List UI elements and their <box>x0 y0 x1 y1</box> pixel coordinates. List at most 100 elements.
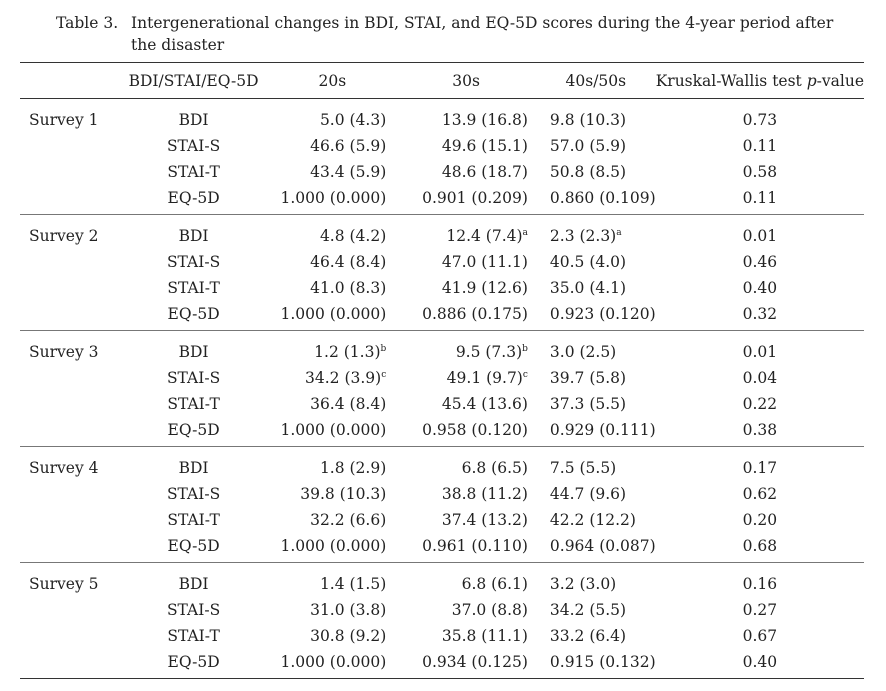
cell-30s: 0.901 (0.209) <box>396 185 536 215</box>
survey-name-empty <box>20 133 119 159</box>
cell-20s: 36.4 (8.4) <box>268 391 396 417</box>
cell-40s-50s: 40.5 (4.0) <box>536 249 656 275</box>
measure-cell: STAI-S <box>166 369 221 387</box>
header-measure: BDI/STAI/EQ-5D <box>118 62 269 99</box>
cell-30s: 41.9 (12.6) <box>396 275 536 301</box>
table-row: STAI-T 36.4 (8.4) 45.4 (13.6) 37.3 (5.5) 0.2… <box>20 391 864 417</box>
superscript-40s-50s: a <box>616 228 622 238</box>
p-value-cell: 0.01 <box>742 343 778 361</box>
survey-name-empty <box>20 507 119 533</box>
cell-20s: 1.000 (0.000) <box>268 649 397 679</box>
value-30s: 48.6 (18.7) <box>441 163 528 181</box>
survey-name-empty <box>20 159 119 185</box>
cell-40s-50s: 9.8 (10.3) <box>536 99 656 134</box>
p-value-cell: 0.11 <box>742 137 778 155</box>
measure-cell: STAI-T <box>167 511 220 529</box>
table-row: Survey 5 BDI 1.4 (1.5) 6.8 (6.1) 3.2 (3.0) 0.… <box>20 563 864 598</box>
value-20s: 1.000 (0.000) <box>280 189 387 207</box>
cell-30s: 49.1 (9.7)c <box>396 365 536 391</box>
cell-30s: 47.0 (11.1) <box>396 249 536 275</box>
measure-cell: BDI <box>178 227 209 245</box>
cell-40s-50s: 2.3 (2.3)a <box>536 215 656 250</box>
cell-20s: 30.8 (9.2) <box>268 623 396 649</box>
table-row: STAI-T 41.0 (8.3) 41.9 (12.6) 35.0 (4.1) 0.4… <box>20 275 864 301</box>
value-30s: 49.6 (15.1) <box>441 137 528 155</box>
value-30s: 6.8 (6.1) <box>461 575 528 593</box>
header-30s: 30s <box>396 62 536 99</box>
header-kw-p: p <box>806 71 817 90</box>
cell-40s-50s: 57.0 (5.9) <box>536 133 656 159</box>
cell-30s: 48.6 (18.7) <box>396 159 536 185</box>
value-40s-50s: 7.5 (5.5) <box>549 459 617 477</box>
p-value-cell: 0.68 <box>655 533 864 563</box>
p-value-cell: 0.01 <box>742 227 778 245</box>
measure-cell: BDI <box>178 111 209 129</box>
measure-cell: BDI <box>178 575 209 593</box>
value-20s: 46.6 (5.9) <box>310 137 387 155</box>
value-30s: 9.5 (7.3) <box>455 343 523 361</box>
cell-30s: 0.934 (0.125) <box>396 649 536 679</box>
p-value-cell: 0.62 <box>742 485 778 503</box>
cell-20s: 34.2 (3.9)c <box>268 365 396 391</box>
cell-30s: 6.8 (6.5) <box>396 447 536 482</box>
header-20s: 20s <box>268 62 397 99</box>
table-row: STAI-T 32.2 (6.6) 37.4 (13.2) 42.2 (12.2) 0.… <box>20 507 864 533</box>
measure-cell: STAI-S <box>166 137 221 155</box>
table-row: STAI-S 39.8 (10.3) 38.8 (11.2) 44.7 (9.6) 0.… <box>20 481 864 507</box>
p-value-cell: 0.32 <box>655 301 864 331</box>
value-30s: 12.4 (7.4) <box>446 227 523 245</box>
value-40s-50s: 0.923 (0.120) <box>549 305 656 323</box>
measure-cell: STAI-T <box>167 627 220 645</box>
measure-cell: EQ-5D <box>118 417 269 447</box>
survey-name-empty <box>20 365 119 391</box>
value-20s: 4.8 (4.2) <box>319 227 387 245</box>
table-row: EQ-5D 1.000 (0.000) 0.901 (0.209) 0.860 (0.… <box>20 185 864 215</box>
value-20s: 30.8 (9.2) <box>310 627 387 645</box>
table-row: STAI-S 31.0 (3.8) 37.0 (8.8) 34.2 (5.5) 0.27 <box>20 597 864 623</box>
cell-40s-50s: 3.0 (2.5) <box>536 331 656 366</box>
cell-40s-50s: 35.0 (4.1) <box>536 275 656 301</box>
cell-40s-50s: 50.8 (8.5) <box>536 159 656 185</box>
value-30s: 47.0 (11.1) <box>441 253 528 271</box>
survey-name-empty <box>20 597 119 623</box>
cell-20s: 1.2 (1.3)b <box>268 331 396 366</box>
table-label: Table 3. <box>56 14 119 32</box>
survey-name-empty <box>20 249 119 275</box>
survey-group: Survey 1 BDI 5.0 (4.3) 13.9 (16.8) 9.8 (10.3… <box>20 99 864 215</box>
value-40s-50s: 40.5 (4.0) <box>549 253 627 271</box>
cell-20s: 4.8 (4.2) <box>268 215 396 250</box>
survey-name-empty <box>20 301 119 331</box>
value-30s: 41.9 (12.6) <box>441 279 528 297</box>
cell-30s: 12.4 (7.4)a <box>396 215 536 250</box>
cell-30s: 37.0 (8.8) <box>396 597 536 623</box>
p-value-cell: 0.22 <box>742 395 778 413</box>
measure-cell: EQ-5D <box>118 649 269 679</box>
value-40s-50s: 37.3 (5.5) <box>549 395 627 413</box>
table-row: Survey 4 BDI 1.8 (2.9) 6.8 (6.5) 7.5 (5.5) 0.… <box>20 447 864 482</box>
value-40s-50s: 0.860 (0.109) <box>549 189 656 207</box>
p-value-cell: 0.04 <box>742 369 778 387</box>
value-30s: 45.4 (13.6) <box>441 395 528 413</box>
cell-30s: 13.9 (16.8) <box>396 99 536 134</box>
cell-40s-50s: 3.2 (3.0) <box>536 563 656 598</box>
survey-name-empty <box>20 391 119 417</box>
survey-name-empty <box>20 185 119 215</box>
survey-name-empty <box>20 481 119 507</box>
survey-name: Survey 5 <box>29 575 99 593</box>
value-30s: 37.4 (13.2) <box>441 511 528 529</box>
cell-30s: 35.8 (11.1) <box>396 623 536 649</box>
table-row: EQ-5D 1.000 (0.000) 0.886 (0.175) 0.923 (0.… <box>20 301 864 331</box>
cell-20s: 46.4 (8.4) <box>268 249 396 275</box>
value-20s: 46.4 (8.4) <box>310 253 387 271</box>
cell-20s: 1.4 (1.5) <box>268 563 396 598</box>
value-40s-50s: 35.0 (4.1) <box>549 279 627 297</box>
value-40s-50s: 0.915 (0.132) <box>549 653 656 671</box>
survey-name: Survey 4 <box>29 459 99 477</box>
cell-20s: 46.6 (5.9) <box>268 133 396 159</box>
value-30s: 0.961 (0.110) <box>422 537 528 555</box>
cell-30s: 45.4 (13.6) <box>396 391 536 417</box>
table-row: STAI-T 30.8 (9.2) 35.8 (11.1) 33.2 (6.4) 0.6… <box>20 623 864 649</box>
cell-40s-50s: 34.2 (5.5) <box>536 597 656 623</box>
table-row: EQ-5D 1.000 (0.000) 0.961 (0.110) 0.964 (0.… <box>20 533 864 563</box>
measure-cell: EQ-5D <box>118 301 269 331</box>
